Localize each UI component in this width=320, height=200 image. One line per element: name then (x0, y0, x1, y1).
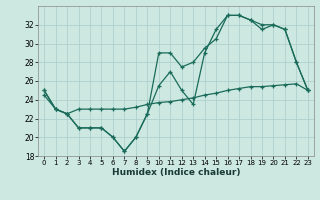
X-axis label: Humidex (Indice chaleur): Humidex (Indice chaleur) (112, 168, 240, 177)
